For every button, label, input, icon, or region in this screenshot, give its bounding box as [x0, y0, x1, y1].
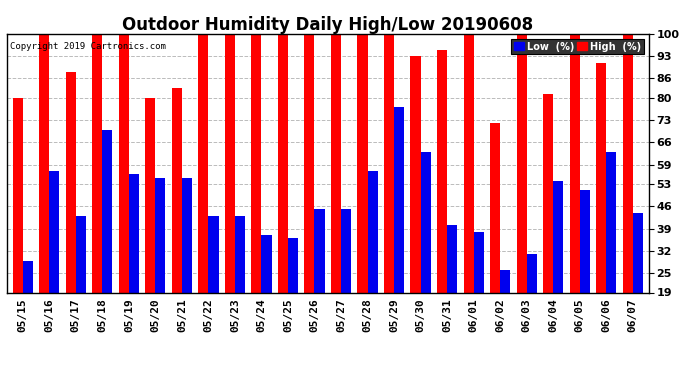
Bar [76, 216, 86, 292]
Bar [526, 254, 537, 292]
Bar [464, 34, 473, 292]
Bar [490, 123, 500, 292]
Bar [23, 261, 33, 292]
Bar [580, 190, 590, 292]
Bar [341, 210, 351, 292]
Bar [198, 34, 208, 292]
Bar [633, 213, 643, 292]
Bar [368, 171, 377, 292]
Bar [251, 34, 262, 292]
Bar [447, 225, 457, 292]
Bar [129, 174, 139, 292]
Bar [500, 270, 510, 292]
Bar [172, 88, 182, 292]
Bar [146, 98, 155, 292]
Bar [473, 232, 484, 292]
Legend: Low  (%), High  (%): Low (%), High (%) [511, 39, 644, 54]
Bar [49, 171, 59, 292]
Bar [12, 98, 23, 292]
Text: Copyright 2019 Cartronics.com: Copyright 2019 Cartronics.com [10, 42, 166, 51]
Bar [553, 181, 563, 292]
Title: Outdoor Humidity Daily High/Low 20190608: Outdoor Humidity Daily High/Low 20190608 [122, 16, 533, 34]
Bar [39, 34, 49, 292]
Bar [384, 34, 394, 292]
Bar [569, 34, 580, 292]
Bar [421, 152, 431, 292]
Bar [278, 34, 288, 292]
Bar [411, 56, 421, 292]
Bar [66, 72, 76, 292]
Bar [543, 94, 553, 292]
Bar [622, 34, 633, 292]
Bar [225, 34, 235, 292]
Bar [119, 34, 129, 292]
Bar [607, 152, 616, 292]
Bar [288, 238, 298, 292]
Bar [517, 34, 526, 292]
Bar [208, 216, 219, 292]
Bar [394, 107, 404, 292]
Bar [182, 177, 192, 292]
Bar [155, 177, 166, 292]
Bar [304, 34, 315, 292]
Bar [357, 34, 368, 292]
Bar [262, 235, 272, 292]
Bar [102, 130, 112, 292]
Bar [92, 34, 102, 292]
Bar [315, 210, 324, 292]
Bar [235, 216, 245, 292]
Bar [437, 50, 447, 292]
Bar [331, 34, 341, 292]
Bar [596, 63, 607, 292]
